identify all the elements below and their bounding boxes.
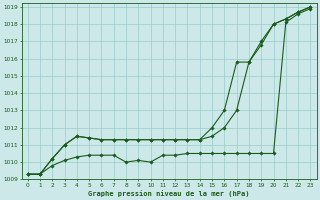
X-axis label: Graphe pression niveau de la mer (hPa): Graphe pression niveau de la mer (hPa) [88, 190, 250, 197]
